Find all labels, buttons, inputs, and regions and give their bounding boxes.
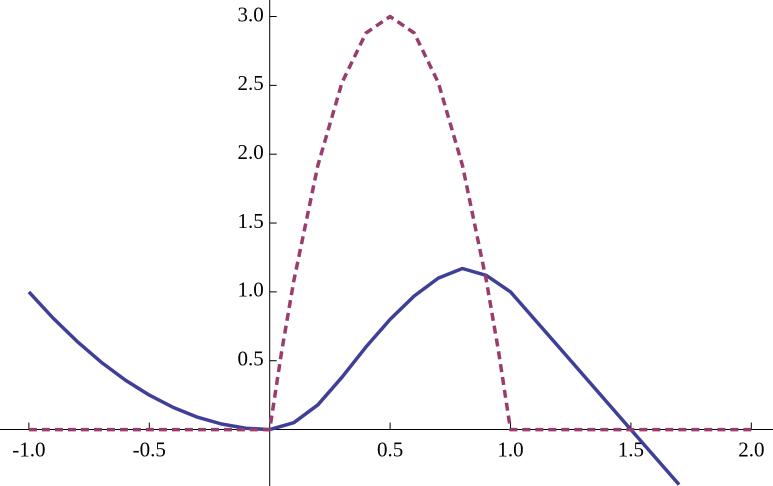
x-tick-label: -0.5 (133, 437, 166, 461)
x-tick-label: -1.0 (12, 437, 45, 461)
y-tick-label: 3.0 (237, 2, 263, 26)
y-tick-label: 1.0 (237, 278, 263, 302)
y-tick-label: 0.5 (237, 347, 263, 371)
x-tick-label: 0.5 (377, 437, 403, 461)
line-series (27, 266, 681, 486)
y-tick-label: 2.5 (237, 71, 263, 95)
y-tick-label: 1.5 (237, 209, 263, 233)
x-tick-label: 2.0 (738, 437, 764, 461)
line-series (28, 14, 752, 432)
x-tick-label: 1.0 (497, 437, 523, 461)
y-tick-label: 2.0 (237, 140, 263, 164)
